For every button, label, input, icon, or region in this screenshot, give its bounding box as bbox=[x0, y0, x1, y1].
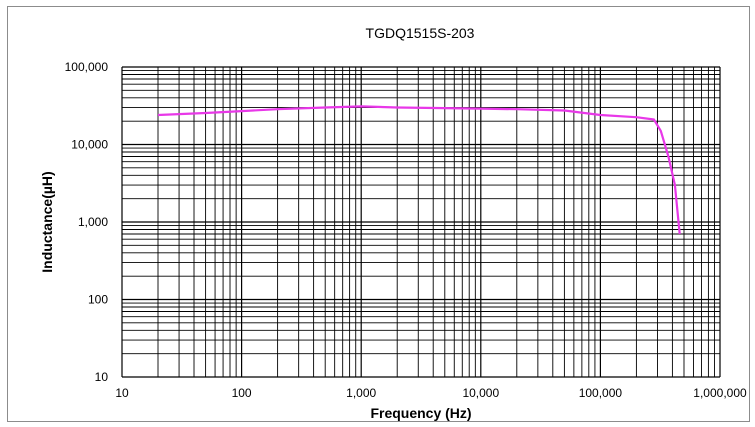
x-tick-label: 10,000 bbox=[462, 386, 499, 400]
y-tick-label: 1,000 bbox=[78, 215, 108, 229]
y-tick-label: 100,000 bbox=[65, 60, 109, 74]
tick-labels: 10 100 1,000 10,000 100,000 1,000,000 10 100 1,0… bbox=[65, 60, 747, 400]
y-axis-label: Inductance(µH) bbox=[39, 171, 55, 272]
chart-frame bbox=[7, 6, 750, 422]
y-tick-label: 100 bbox=[88, 293, 108, 307]
x-tick-label: 100 bbox=[232, 386, 252, 400]
x-axis-label: Frequency (Hz) bbox=[370, 405, 471, 421]
series-group bbox=[157, 105, 681, 235]
x-tick-label: 100,000 bbox=[579, 386, 623, 400]
x-tick-label: 1,000 bbox=[346, 386, 376, 400]
y-tick-label: 10,000 bbox=[71, 138, 108, 152]
x-tick-label: 1,000,000 bbox=[693, 386, 747, 400]
grid bbox=[121, 66, 721, 378]
inductance-series-line bbox=[157, 105, 681, 235]
chart-title: TGDQ1515S-203 bbox=[366, 25, 475, 41]
y-tick-label: 10 bbox=[95, 370, 109, 384]
x-tick-label: 10 bbox=[115, 386, 129, 400]
